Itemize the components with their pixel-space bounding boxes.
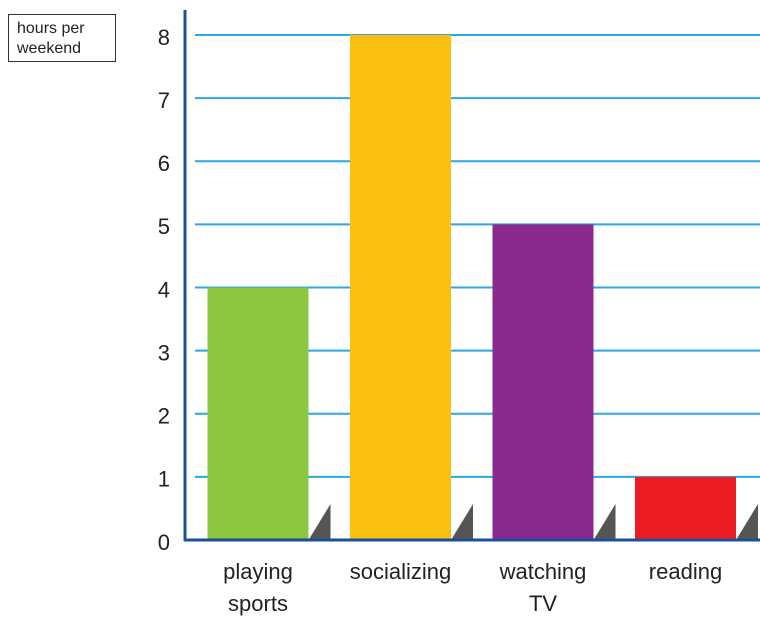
x-tick-label: watching TV bbox=[499, 559, 587, 616]
y-tick-label: 3 bbox=[158, 340, 170, 365]
bar bbox=[635, 476, 736, 540]
y-tick-label: 5 bbox=[158, 214, 170, 239]
bar-shadow bbox=[308, 504, 331, 540]
y-tick-label: 6 bbox=[158, 151, 170, 176]
x-tick-label: playing sports bbox=[223, 559, 293, 616]
y-tick-label: 7 bbox=[158, 88, 170, 113]
y-tick-label: 4 bbox=[158, 277, 170, 302]
bar bbox=[207, 287, 309, 540]
y-axis-label-box: hours per weekend bbox=[8, 14, 116, 62]
y-tick-label: 1 bbox=[158, 467, 170, 492]
y-tick-label: 2 bbox=[158, 404, 170, 429]
x-tick-label: socializing bbox=[349, 559, 452, 584]
bar-shadow bbox=[451, 504, 473, 540]
y-tick-label: 8 bbox=[158, 25, 170, 50]
bar-shadow bbox=[736, 504, 758, 540]
bar-shadow bbox=[593, 504, 616, 540]
y-axis-label: hours per weekend bbox=[17, 20, 85, 57]
y-tick-label: 0 bbox=[158, 530, 170, 555]
bar bbox=[492, 224, 594, 540]
bar bbox=[350, 35, 451, 540]
x-tick-label: reading bbox=[648, 559, 723, 584]
